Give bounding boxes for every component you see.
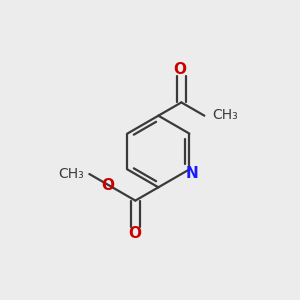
Text: CH₃: CH₃ (212, 108, 238, 122)
Text: O: O (102, 178, 115, 193)
Text: CH₃: CH₃ (58, 167, 84, 181)
Text: O: O (174, 62, 187, 77)
Text: O: O (128, 226, 141, 241)
Text: N: N (186, 166, 199, 181)
